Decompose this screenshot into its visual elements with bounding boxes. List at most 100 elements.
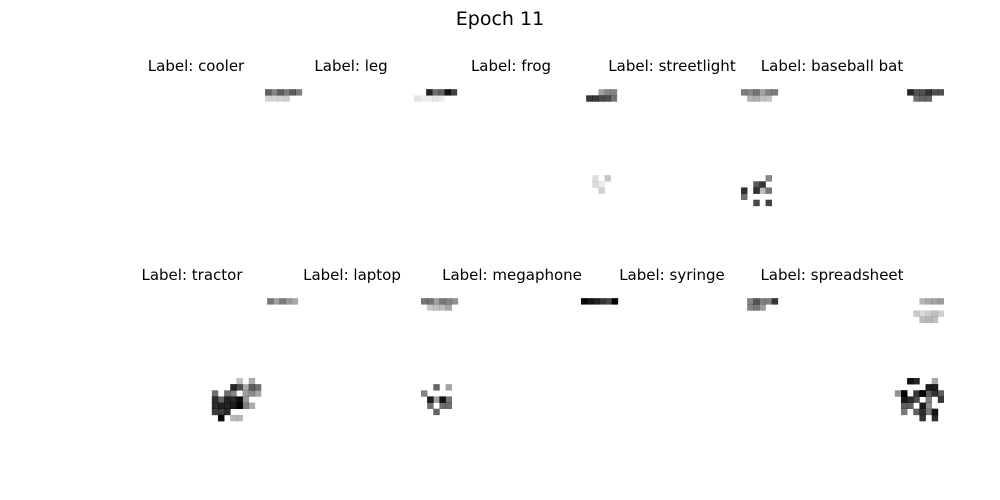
sample-pixel bbox=[439, 298, 446, 305]
panel-title: Label: tractor bbox=[97, 266, 287, 285]
sample-image bbox=[291, 83, 463, 255]
sample-pixel bbox=[291, 298, 299, 305]
sample-pixel bbox=[445, 298, 453, 305]
sample-pixel bbox=[925, 384, 933, 391]
sample-pixel bbox=[604, 175, 612, 182]
sample-pixel bbox=[224, 402, 231, 410]
sample-pixel bbox=[741, 193, 748, 201]
sample-pixel bbox=[925, 396, 933, 403]
sample-pixel bbox=[586, 95, 593, 102]
sample-pixel bbox=[218, 414, 225, 422]
panel-label: megaphone bbox=[492, 266, 582, 284]
sample-pixel bbox=[759, 89, 766, 96]
sample-pixel bbox=[433, 298, 440, 305]
sample-pixel bbox=[593, 298, 600, 305]
sample-pixel bbox=[931, 384, 939, 391]
sample-pixel bbox=[283, 95, 290, 102]
panel-title: Label: frog bbox=[416, 57, 606, 76]
sample-pixel bbox=[211, 408, 219, 416]
sample-pixel bbox=[753, 181, 760, 188]
sample-pixel bbox=[759, 181, 766, 188]
sample-pixel bbox=[439, 402, 446, 410]
sample-pixel bbox=[271, 89, 278, 96]
sample-pixel bbox=[937, 89, 944, 96]
sample-pixel bbox=[426, 89, 433, 96]
sample-pixel bbox=[919, 414, 926, 422]
sample-pixel bbox=[894, 390, 902, 397]
sample-pixel bbox=[445, 396, 453, 403]
panel-title: Label: streetlight bbox=[577, 57, 767, 76]
sample-pixel bbox=[913, 408, 920, 416]
sample-pixel bbox=[937, 310, 944, 317]
sample-pixel bbox=[450, 89, 458, 96]
panel-title: Label: cooler bbox=[101, 57, 291, 76]
sample-pixel bbox=[248, 390, 256, 397]
sample-pixel bbox=[753, 95, 760, 102]
sample-pixel bbox=[925, 402, 933, 410]
sample-pixel bbox=[901, 396, 908, 403]
sample-pixel bbox=[901, 396, 908, 403]
sample-image-canvas bbox=[413, 89, 458, 102]
sample-pixel bbox=[765, 175, 773, 182]
sample-pixel bbox=[230, 384, 237, 391]
sample-pixel bbox=[592, 175, 599, 182]
sample-pixel bbox=[741, 187, 748, 194]
panel-2: Label: leg bbox=[276, 57, 458, 257]
panel-5: Label: baseball bat bbox=[757, 57, 944, 257]
panel-1: Label: cooler bbox=[121, 57, 303, 257]
sample-pixel bbox=[587, 298, 594, 305]
sample-pixel bbox=[427, 402, 434, 410]
label-prefix: Label: bbox=[314, 57, 365, 75]
sample-pixel bbox=[254, 390, 262, 397]
sample-image-canvas bbox=[894, 298, 944, 422]
sample-pixel bbox=[211, 396, 219, 403]
sample-pixel bbox=[230, 396, 237, 403]
sample-pixel bbox=[913, 396, 920, 403]
sample-pixel bbox=[759, 187, 766, 194]
sample-pixel bbox=[295, 89, 303, 96]
sample-pixel bbox=[759, 304, 766, 311]
panel-9: Label: syringe bbox=[597, 266, 779, 466]
sample-pixel bbox=[913, 378, 920, 385]
sample-pixel bbox=[765, 89, 773, 96]
panel-title: Label: megaphone bbox=[417, 266, 607, 285]
sample-image bbox=[772, 83, 944, 255]
sample-pixel bbox=[279, 298, 286, 305]
sample-pixel bbox=[248, 378, 256, 385]
sample-pixel bbox=[610, 89, 618, 96]
sample-pixel bbox=[285, 298, 293, 305]
sample-pixel bbox=[230, 390, 237, 397]
label-prefix: Label: bbox=[608, 57, 659, 75]
sample-pixel bbox=[242, 384, 250, 391]
sample-image-canvas bbox=[421, 298, 459, 416]
label-prefix: Label: bbox=[760, 57, 812, 75]
sample-pixel bbox=[759, 298, 766, 305]
sample-pixel bbox=[901, 390, 908, 397]
sample-pixel bbox=[925, 408, 933, 416]
sample-pixel bbox=[907, 402, 914, 410]
sample-image bbox=[132, 292, 304, 464]
sample-pixel bbox=[925, 316, 933, 324]
sample-pixel bbox=[218, 402, 225, 410]
sample-image-canvas bbox=[211, 298, 299, 422]
sample-pixel bbox=[931, 384, 939, 391]
sample-pixel bbox=[931, 414, 939, 422]
sample-image bbox=[612, 292, 784, 464]
panel-label: streetlight bbox=[658, 57, 736, 75]
sample-pixel bbox=[230, 384, 237, 391]
panel-label: tractor bbox=[191, 266, 243, 284]
sample-pixel bbox=[925, 298, 933, 305]
panel-title: Label: leg bbox=[256, 57, 446, 76]
sample-pixel bbox=[433, 384, 440, 391]
panel-8: Label: megaphone bbox=[437, 266, 619, 466]
sample-pixel bbox=[581, 298, 588, 305]
sample-pixel bbox=[598, 95, 605, 102]
sample-pixel bbox=[771, 298, 779, 305]
sample-pixel bbox=[753, 199, 760, 207]
panel-label: spreadsheet bbox=[810, 266, 904, 284]
sample-pixel bbox=[413, 95, 421, 102]
sample-pixel bbox=[605, 298, 613, 305]
sample-pixel bbox=[236, 402, 243, 410]
sample-pixel bbox=[236, 396, 243, 403]
sample-pixel bbox=[439, 304, 446, 311]
